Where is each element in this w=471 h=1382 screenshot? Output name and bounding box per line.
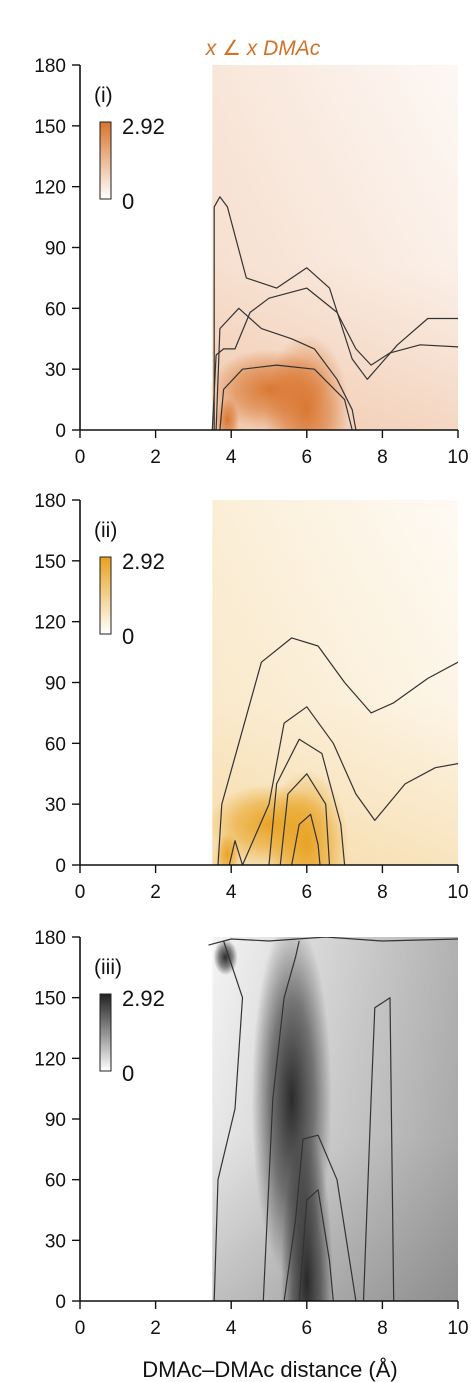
y-tick-label: 60: [45, 734, 66, 755]
y-tick-label: 30: [45, 795, 66, 816]
contour-line: [219, 364, 353, 430]
contour-line: [362, 997, 395, 1301]
x-tick-label: 8: [377, 447, 388, 468]
contour-line: [241, 706, 458, 865]
x-tick-label: 2: [150, 447, 161, 468]
y-tick-label: 30: [45, 1231, 66, 1252]
contour-line: [215, 307, 357, 430]
x-tick-label: 4: [226, 1318, 237, 1339]
contour-line: [283, 1134, 357, 1301]
colorbar: [99, 993, 112, 1072]
panel-3: 0 30 60 90 120 150 180 0 2 4 6 8 10 (iii)2.92 0: [34, 928, 468, 1339]
y-tick-label: 90: [45, 674, 66, 695]
y-tick-label: 90: [45, 1110, 66, 1131]
x-tick-label: 6: [302, 1318, 313, 1339]
panel-tag: (ii): [94, 519, 117, 542]
panel-tag: (i): [94, 84, 113, 107]
x-tick-label: 0: [75, 447, 86, 468]
colorbar-min-label: 0: [122, 1061, 134, 1086]
contour-line: [291, 813, 321, 865]
x-tick-label: 10: [447, 882, 468, 903]
y-tick-label: 120: [34, 178, 66, 199]
y-tick-label: 60: [45, 1171, 66, 1192]
contour-line: [213, 940, 244, 1301]
y-tick-label: 120: [34, 1049, 66, 1070]
contour-line: [208, 937, 458, 946]
y-tick-label: 30: [45, 360, 66, 381]
contour-line: [298, 1189, 334, 1301]
panel-1: 0 30 60 90 120 150 180 0 2 4 6 8 10 (i) 2.92 0: [34, 56, 468, 468]
y-tick-label: 120: [34, 613, 66, 634]
colorbar: [99, 556, 112, 635]
colorbar-max-label: 2.92: [122, 549, 165, 574]
y-tick-label: 180: [34, 491, 66, 512]
contour-line: [211, 287, 458, 430]
x-tick-label: 4: [226, 882, 237, 903]
contour-line: [217, 637, 458, 865]
y-tick-label: 180: [34, 56, 66, 77]
contour-line: [262, 940, 300, 1301]
colorbar-max-label: 2.92: [122, 986, 165, 1011]
colorbar-min-label: 0: [122, 189, 134, 214]
x-tick-label: 8: [377, 1318, 388, 1339]
x-tick-label: 6: [302, 882, 313, 903]
x-tick-label: 0: [75, 882, 86, 903]
figure-top-label: x ∠ x DMAc: [205, 37, 321, 60]
x-tick-label: 0: [75, 1318, 86, 1339]
y-tick-label: 150: [34, 117, 66, 138]
y-tick-label: 0: [55, 1292, 66, 1313]
x-axis-title: DMAc–DMAc distance (Å): [142, 1357, 398, 1382]
panel-2: 0 30 60 90 120 150 180 0 2 4 6 8 10 (ii)2.92 0: [34, 491, 468, 903]
x-tick-label: 10: [447, 1318, 468, 1339]
y-tick-label: 90: [45, 239, 66, 260]
x-tick-label: 4: [226, 447, 237, 468]
x-tick-label: 8: [377, 882, 388, 903]
x-tick-label: 10: [447, 447, 468, 468]
heatmap-fill: [209, 65, 458, 430]
x-tick-label: 2: [150, 882, 161, 903]
y-tick-label: 150: [34, 989, 66, 1010]
colorbar-max-label: 2.92: [122, 114, 165, 139]
y-tick-label: 0: [55, 421, 66, 442]
y-tick-label: 0: [55, 856, 66, 877]
contour-line: [279, 773, 331, 865]
contour-line: [213, 196, 458, 430]
heatmap-fill: [209, 500, 458, 865]
contour-line: [268, 738, 346, 865]
colorbar-min-label: 0: [122, 624, 134, 649]
y-tick-label: 60: [45, 299, 66, 320]
x-tick-label: 2: [150, 1318, 161, 1339]
x-tick-label: 6: [302, 447, 313, 468]
heatmap-fill: [208, 937, 458, 1301]
colorbar: [99, 121, 112, 200]
y-tick-label: 150: [34, 552, 66, 573]
panel-tag: (iii): [94, 956, 122, 979]
contour-line: [228, 840, 244, 865]
y-tick-label: 180: [34, 928, 66, 949]
